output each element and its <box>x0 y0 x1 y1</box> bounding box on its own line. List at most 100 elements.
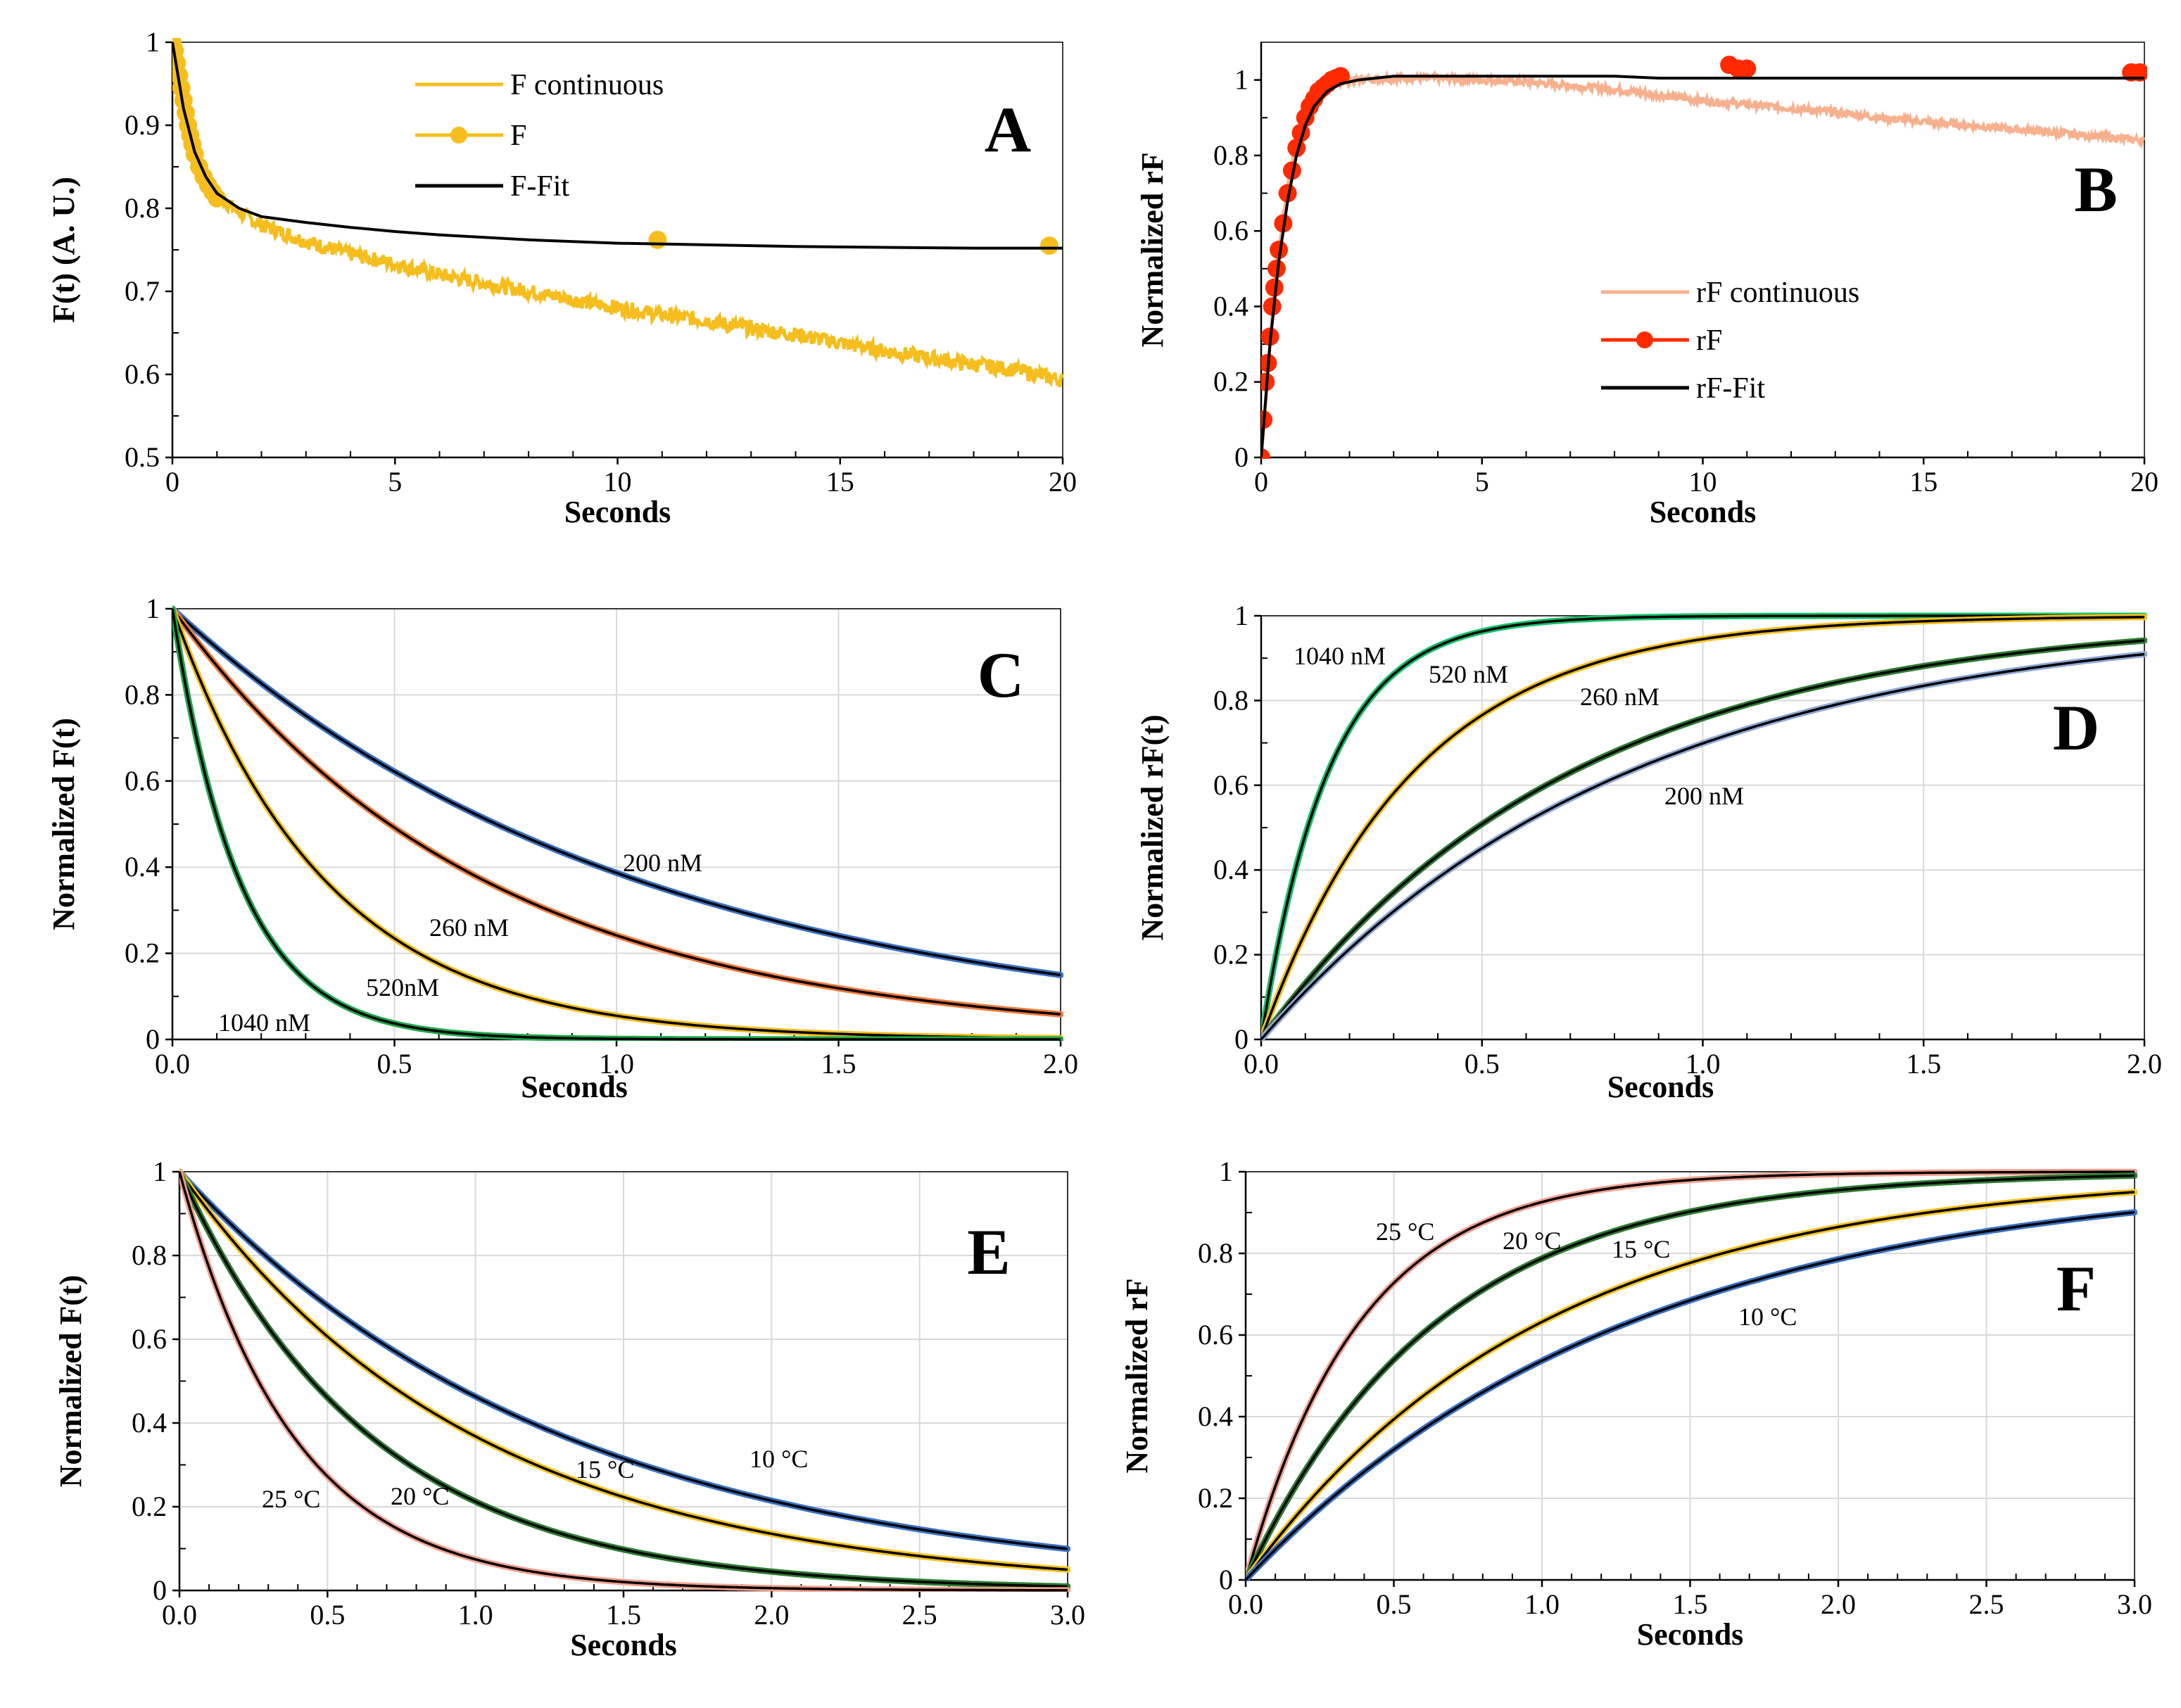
y-axis-title: Normalized rF <box>1120 1278 1154 1473</box>
x-axis-title: Seconds <box>1637 1617 1744 1652</box>
curve-label: 1040 nM <box>1294 642 1386 670</box>
x-axis-title: Seconds <box>570 1628 677 1662</box>
y-tick-label: 0 <box>153 1574 167 1606</box>
legend-swatch-marker <box>450 127 467 144</box>
x-axis-title: Seconds <box>564 495 671 529</box>
data-point <box>1261 448 1270 459</box>
y-tick-label: 0 <box>146 1023 160 1055</box>
series-line <box>172 42 1064 388</box>
y-tick-label: 1 <box>1219 1156 1233 1187</box>
y-tick-label: 0.2 <box>1213 939 1248 970</box>
y-tick-label: 0.4 <box>1213 854 1248 885</box>
y-tick-label: 0.5 <box>125 441 160 473</box>
series-fit-line <box>1246 1170 2135 1581</box>
series-fit-line <box>172 607 1061 1016</box>
data-point <box>648 230 667 249</box>
curve-label: 1040 nM <box>218 1008 310 1037</box>
data-point <box>1282 161 1301 180</box>
series-fit-line <box>1261 614 2144 1040</box>
chart-panel-D: 0.0 0.5 1.0 1.5 2.0 0 0.2 0.4 0.6 0.8 1 Seconds Norm… <box>1135 600 2162 1104</box>
x-tick-label: 1.0 <box>458 1599 493 1631</box>
curve-label: 15 °C <box>1612 1235 1670 1263</box>
curve-label: 10 °C <box>750 1445 808 1473</box>
y-tick-label: 0.9 <box>125 109 160 141</box>
y-axis-title: F(t) (A. U.) <box>46 177 81 323</box>
curve-label: 200 nM <box>623 849 702 877</box>
y-tick-label: 0.4 <box>132 1407 167 1438</box>
x-tick-label: 2.0 <box>2127 1048 2162 1080</box>
y-tick-label: 0.8 <box>1213 139 1248 171</box>
x-tick-label: 0 <box>1254 466 1268 498</box>
curve-label: 520 nM <box>1429 660 1508 688</box>
panel-label: C <box>978 639 1024 711</box>
curve-label: 520nM <box>366 973 439 1001</box>
series-fit-line <box>179 1171 1068 1588</box>
panel-label: E <box>967 1216 1010 1288</box>
x-tick-label: 0.5 <box>1465 1048 1500 1080</box>
curve-label: 25 °C <box>1376 1217 1434 1246</box>
x-tick-label: 3.0 <box>1050 1599 1085 1631</box>
x-tick-label: 0.0 <box>155 1048 190 1080</box>
data-point <box>1331 67 1350 86</box>
legend: F continuous F F-Fit <box>415 69 664 203</box>
series-line <box>1261 69 2146 458</box>
curve-label: 260 nM <box>429 913 509 942</box>
x-tick-label: 0.0 <box>1228 1588 1263 1620</box>
y-tick-label: 0.7 <box>125 275 160 307</box>
series-group <box>179 1168 1070 1592</box>
chart-panel-F: 0.0 0.5 1.0 1.5 2.0 2.5 3.0 0 0.2 0.4 0.6 0.8 1 Secon… <box>1120 1156 2152 1652</box>
chart-panel-A: 0 5 10 15 20 0.5 0.6 0.7 0.8 0.9 1 Seconds F(t) (A. … <box>46 26 1077 529</box>
series-fit-line <box>1246 1174 2135 1581</box>
panel-label: B <box>2074 153 2117 225</box>
x-tick-label: 1.5 <box>1673 1588 1708 1620</box>
x-axis-title: Seconds <box>521 1070 628 1104</box>
x-tick-label: 10 <box>1689 466 1717 498</box>
legend-label: rF-Fit <box>1696 372 1765 405</box>
series-fit-line <box>172 608 1061 1041</box>
y-tick-label: 1 <box>146 26 160 58</box>
data-point <box>1278 184 1297 203</box>
y-tick-label: 0.6 <box>1213 769 1248 801</box>
x-tick-label: 0.5 <box>310 1599 345 1631</box>
series-fit-line <box>179 1170 1068 1571</box>
x-tick-label: 1.0 <box>1686 1048 1721 1080</box>
legend: rF continuous rF rF-Fit <box>1601 277 1859 405</box>
data-point <box>1265 278 1284 297</box>
y-tick-label: 0.8 <box>125 192 160 224</box>
series-fit-line <box>1261 652 2145 1041</box>
data-point <box>1270 241 1289 259</box>
x-tick-label: 0.5 <box>377 1048 412 1080</box>
x-tick-label: 5 <box>1475 466 1489 498</box>
x-axis-title: Seconds <box>1650 495 1757 529</box>
x-tick-label: 10 <box>604 466 632 498</box>
series-group <box>1246 1168 2137 1581</box>
x-axis-title: Seconds <box>1607 1070 1714 1104</box>
y-tick-label: 0.2 <box>1198 1482 1233 1514</box>
series-group <box>1261 612 2147 1041</box>
panel-label: D <box>2053 692 2099 764</box>
x-tick-label: 2.0 <box>754 1599 789 1631</box>
series-fit-line <box>1246 1191 2135 1581</box>
y-tick-label: 0 <box>1219 1564 1233 1595</box>
x-tick-label: 1.5 <box>821 1048 856 1080</box>
chart-panel-C: 0.0 0.5 1.0 1.5 2.0 0 0.2 0.4 0.6 0.8 1 Seconds Norm… <box>46 593 1078 1104</box>
x-tick-label: 15 <box>1909 466 1937 498</box>
x-tick-label: 2.5 <box>902 1599 937 1631</box>
curve-label: 20 °C <box>1503 1227 1561 1255</box>
x-tick-label: 5 <box>388 466 402 498</box>
x-tick-label: 15 <box>826 466 854 498</box>
plot-frame <box>172 42 1063 458</box>
x-tick-label: 20 <box>2130 466 2158 498</box>
series-fit-line <box>172 607 1061 977</box>
y-tick-label: 0.6 <box>132 1323 167 1355</box>
y-axis-title: Normalized F(t) <box>53 1275 88 1488</box>
y-tick-label: 0.6 <box>1213 215 1248 246</box>
legend-label: F <box>510 120 526 152</box>
x-tick-label: 0.5 <box>1377 1588 1412 1620</box>
panel-label: F <box>2056 1253 2096 1324</box>
curve-label: 20 °C <box>391 1482 449 1510</box>
legend-label: rF continuous <box>1696 277 1859 309</box>
legend-label: F-Fit <box>510 170 569 203</box>
series-group <box>1261 56 2147 459</box>
panel-label: A <box>985 94 1031 165</box>
